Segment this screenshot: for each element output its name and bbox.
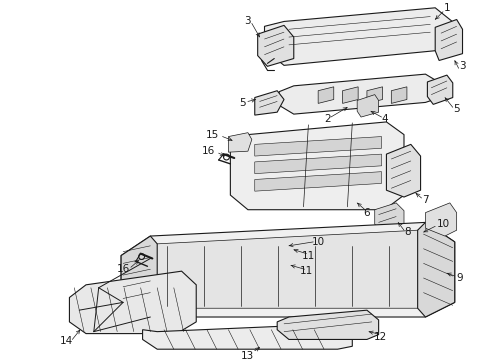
- Polygon shape: [425, 203, 457, 236]
- Text: 3: 3: [245, 17, 251, 26]
- Text: 2: 2: [324, 114, 331, 124]
- Polygon shape: [70, 271, 196, 334]
- Polygon shape: [435, 19, 463, 60]
- Text: 16: 16: [117, 264, 130, 274]
- Polygon shape: [417, 222, 455, 317]
- Text: 3: 3: [459, 61, 466, 71]
- Polygon shape: [255, 154, 382, 174]
- Polygon shape: [255, 136, 382, 156]
- Polygon shape: [343, 87, 358, 103]
- Polygon shape: [230, 122, 404, 210]
- Text: 16: 16: [202, 146, 216, 156]
- Polygon shape: [277, 310, 379, 339]
- Text: 10: 10: [312, 237, 325, 247]
- Polygon shape: [255, 91, 284, 115]
- Polygon shape: [387, 144, 420, 197]
- Text: 12: 12: [374, 332, 387, 342]
- Polygon shape: [274, 24, 298, 60]
- Text: 11: 11: [302, 251, 315, 261]
- Text: 4: 4: [381, 114, 388, 124]
- Polygon shape: [129, 230, 445, 308]
- Text: 14: 14: [60, 336, 73, 346]
- Text: 8: 8: [405, 227, 411, 237]
- Text: 5: 5: [453, 104, 460, 114]
- Polygon shape: [318, 87, 334, 103]
- Polygon shape: [357, 95, 379, 117]
- Polygon shape: [121, 236, 157, 317]
- Polygon shape: [121, 222, 455, 317]
- Text: 7: 7: [422, 195, 429, 205]
- Polygon shape: [228, 132, 252, 152]
- Polygon shape: [427, 75, 453, 104]
- Text: 11: 11: [300, 266, 313, 276]
- Text: 13: 13: [241, 351, 254, 360]
- Polygon shape: [392, 87, 407, 103]
- Polygon shape: [298, 27, 450, 60]
- Text: 9: 9: [456, 273, 463, 283]
- Polygon shape: [375, 203, 404, 232]
- Polygon shape: [274, 12, 450, 41]
- Polygon shape: [258, 25, 294, 66]
- Text: 6: 6: [364, 208, 370, 218]
- Polygon shape: [279, 74, 440, 114]
- Polygon shape: [367, 87, 383, 103]
- Polygon shape: [255, 172, 382, 191]
- Text: 5: 5: [239, 98, 245, 108]
- Text: 15: 15: [206, 130, 220, 140]
- Text: 10: 10: [437, 219, 449, 229]
- Polygon shape: [265, 8, 455, 66]
- Polygon shape: [143, 324, 352, 349]
- Text: 1: 1: [443, 3, 450, 13]
